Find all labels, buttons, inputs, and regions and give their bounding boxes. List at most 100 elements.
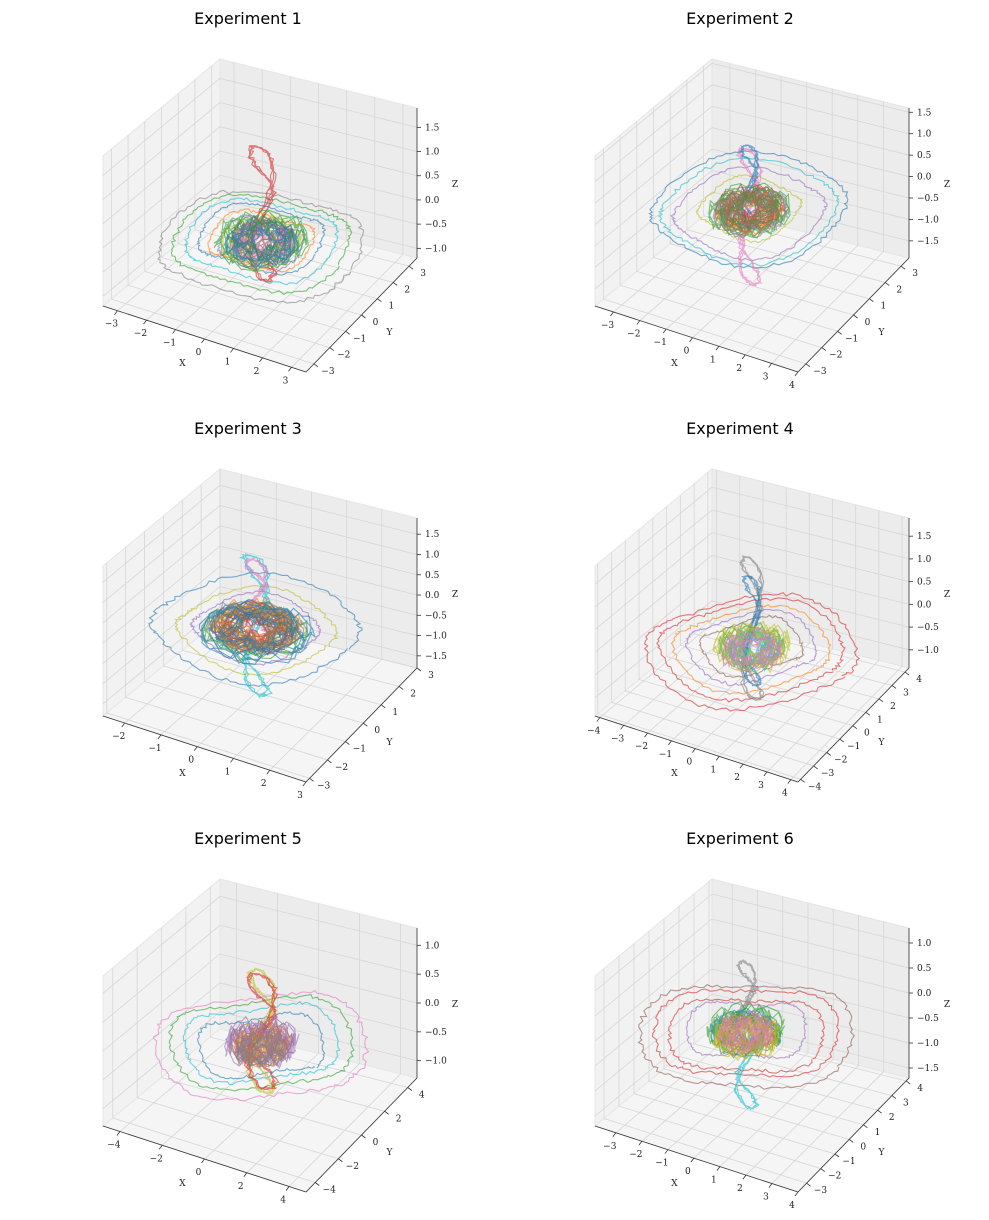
x-tick — [739, 763, 744, 769]
z-gridline — [102, 982, 418, 1081]
y-tick-label: −1 — [842, 1157, 855, 1167]
y-gridline — [211, 65, 410, 267]
y-tick — [408, 265, 414, 270]
y-gridline — [597, 563, 801, 780]
z-tick-label: 1.0 — [425, 941, 440, 951]
x-tick — [201, 1158, 205, 1164]
z-tick-label: 0.0 — [917, 600, 932, 610]
x-axis-label: X — [179, 1179, 186, 1189]
y-tick — [805, 363, 811, 368]
x-tick — [763, 771, 768, 777]
y-tick-label: −1 — [847, 742, 860, 752]
y-tick-label: −4 — [323, 1186, 337, 1196]
trajectory-line — [657, 156, 840, 267]
y-gridline — [636, 121, 838, 332]
trajectory-line — [712, 1013, 780, 1062]
x-tick — [116, 1131, 121, 1136]
trajectory-line — [736, 147, 764, 287]
y-tick — [392, 282, 398, 286]
z-tick-label: −0.5 — [917, 194, 939, 204]
y-tick — [398, 686, 404, 690]
z-gridline — [594, 105, 910, 204]
y-axis-label: Y — [386, 738, 394, 748]
z-gridline — [594, 893, 910, 992]
x-tick — [596, 717, 601, 722]
z-axis-label: Z — [452, 1000, 458, 1010]
y-gridline — [653, 107, 854, 316]
z-gridline — [102, 150, 418, 249]
trajectory-line — [712, 184, 790, 239]
x-tick — [143, 319, 147, 325]
y-tick — [826, 752, 831, 756]
z-axis-label: Z — [944, 1000, 950, 1010]
x-gridline — [246, 913, 360, 1174]
z-gridline — [594, 127, 910, 225]
x-gridline — [117, 62, 235, 312]
y-gridline — [136, 947, 339, 1160]
z-tick-label: −1.0 — [425, 1057, 447, 1067]
y-gridline — [693, 483, 893, 686]
z-tick-label: −0.5 — [425, 220, 447, 230]
x-tick-label: −4 — [587, 727, 601, 737]
y-gridline — [638, 529, 840, 740]
y-tick — [891, 1095, 897, 1099]
y-tick — [407, 1087, 412, 1091]
x-tick — [794, 371, 799, 377]
z-tick-label: 0.5 — [425, 970, 440, 980]
panel-title: Experiment 5 — [194, 829, 302, 848]
z-gridline — [594, 577, 910, 676]
x-tick-label: 3 — [297, 791, 303, 801]
y-tick-label: −2 — [834, 755, 847, 765]
chart-panel: −2 −1 0 1 2 3 −3 −2 −1 0 1 2 3 −1.5 −1.0 −0.5 0.0 0.5 1.0 1… — [101, 419, 458, 801]
z-tick-label: 0.0 — [917, 173, 932, 183]
trajectory-line — [148, 571, 363, 688]
trajectory-line — [198, 598, 316, 665]
x-gridline — [771, 101, 884, 364]
y-tick — [877, 1109, 882, 1114]
y-tick — [884, 282, 890, 286]
z-tick-label: −0.5 — [425, 1028, 447, 1038]
y-tick — [837, 330, 842, 335]
x-tick — [201, 338, 205, 344]
y-tick-label: −2 — [337, 351, 350, 361]
chart-panel: −4 −2 0 2 4 −4 −2 0 2 4 −1.0 −0.5 0.0 0.5 1.0 X Y Z Experi… — [101, 829, 458, 1206]
z-gridline — [102, 606, 418, 705]
z-gridline — [102, 545, 418, 644]
x-tick — [612, 1132, 617, 1138]
x-tick-label: 1 — [710, 355, 716, 365]
y-tick — [863, 1124, 868, 1129]
z-gridline — [594, 600, 910, 699]
x-gridline — [204, 903, 319, 1160]
z-tick-label: −1.5 — [425, 652, 447, 662]
y-axis-line — [797, 1077, 910, 1193]
y-gridline — [678, 906, 878, 1111]
chart-panel: −3−2−10123−3−2−10123−1.0−0.50.00.51.01.5… — [101, 9, 458, 386]
panel-title: Experiment 6 — [686, 829, 794, 848]
y-tick — [904, 671, 910, 676]
y-axis-label: Y — [386, 328, 394, 338]
z-tick-label: 1.0 — [917, 130, 932, 140]
y-tick — [380, 704, 386, 709]
x-tick — [644, 732, 648, 738]
x-tick — [715, 346, 720, 351]
x-tick-label: 3 — [763, 372, 769, 382]
trajectory-line — [735, 959, 760, 1045]
y-tick-label: −1 — [353, 334, 366, 344]
y-tick — [900, 265, 906, 270]
z-gridline — [594, 486, 910, 585]
y-tick — [384, 1110, 389, 1115]
y-tick-label: 4 — [917, 1084, 923, 1094]
z-tick-label: 1.5 — [917, 532, 932, 542]
trajectory-line — [152, 989, 370, 1102]
x-tick — [787, 779, 792, 784]
x-axis-line — [102, 715, 307, 783]
z-gridline — [102, 77, 418, 176]
z-tick-label: −1.0 — [425, 632, 447, 642]
y-tick — [315, 1182, 320, 1186]
y-tick-label: −1 — [353, 745, 366, 755]
panel-title: Experiment 3 — [194, 419, 302, 438]
y-tick-label: −3 — [821, 769, 835, 779]
x-tick — [157, 734, 162, 740]
x-tick-label: 0 — [686, 758, 692, 768]
z-tick-label: 1.0 — [425, 550, 440, 560]
